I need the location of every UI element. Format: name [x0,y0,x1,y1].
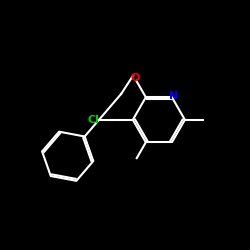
Text: O: O [130,73,140,83]
Text: Cl: Cl [88,115,100,125]
Text: N: N [168,91,178,101]
